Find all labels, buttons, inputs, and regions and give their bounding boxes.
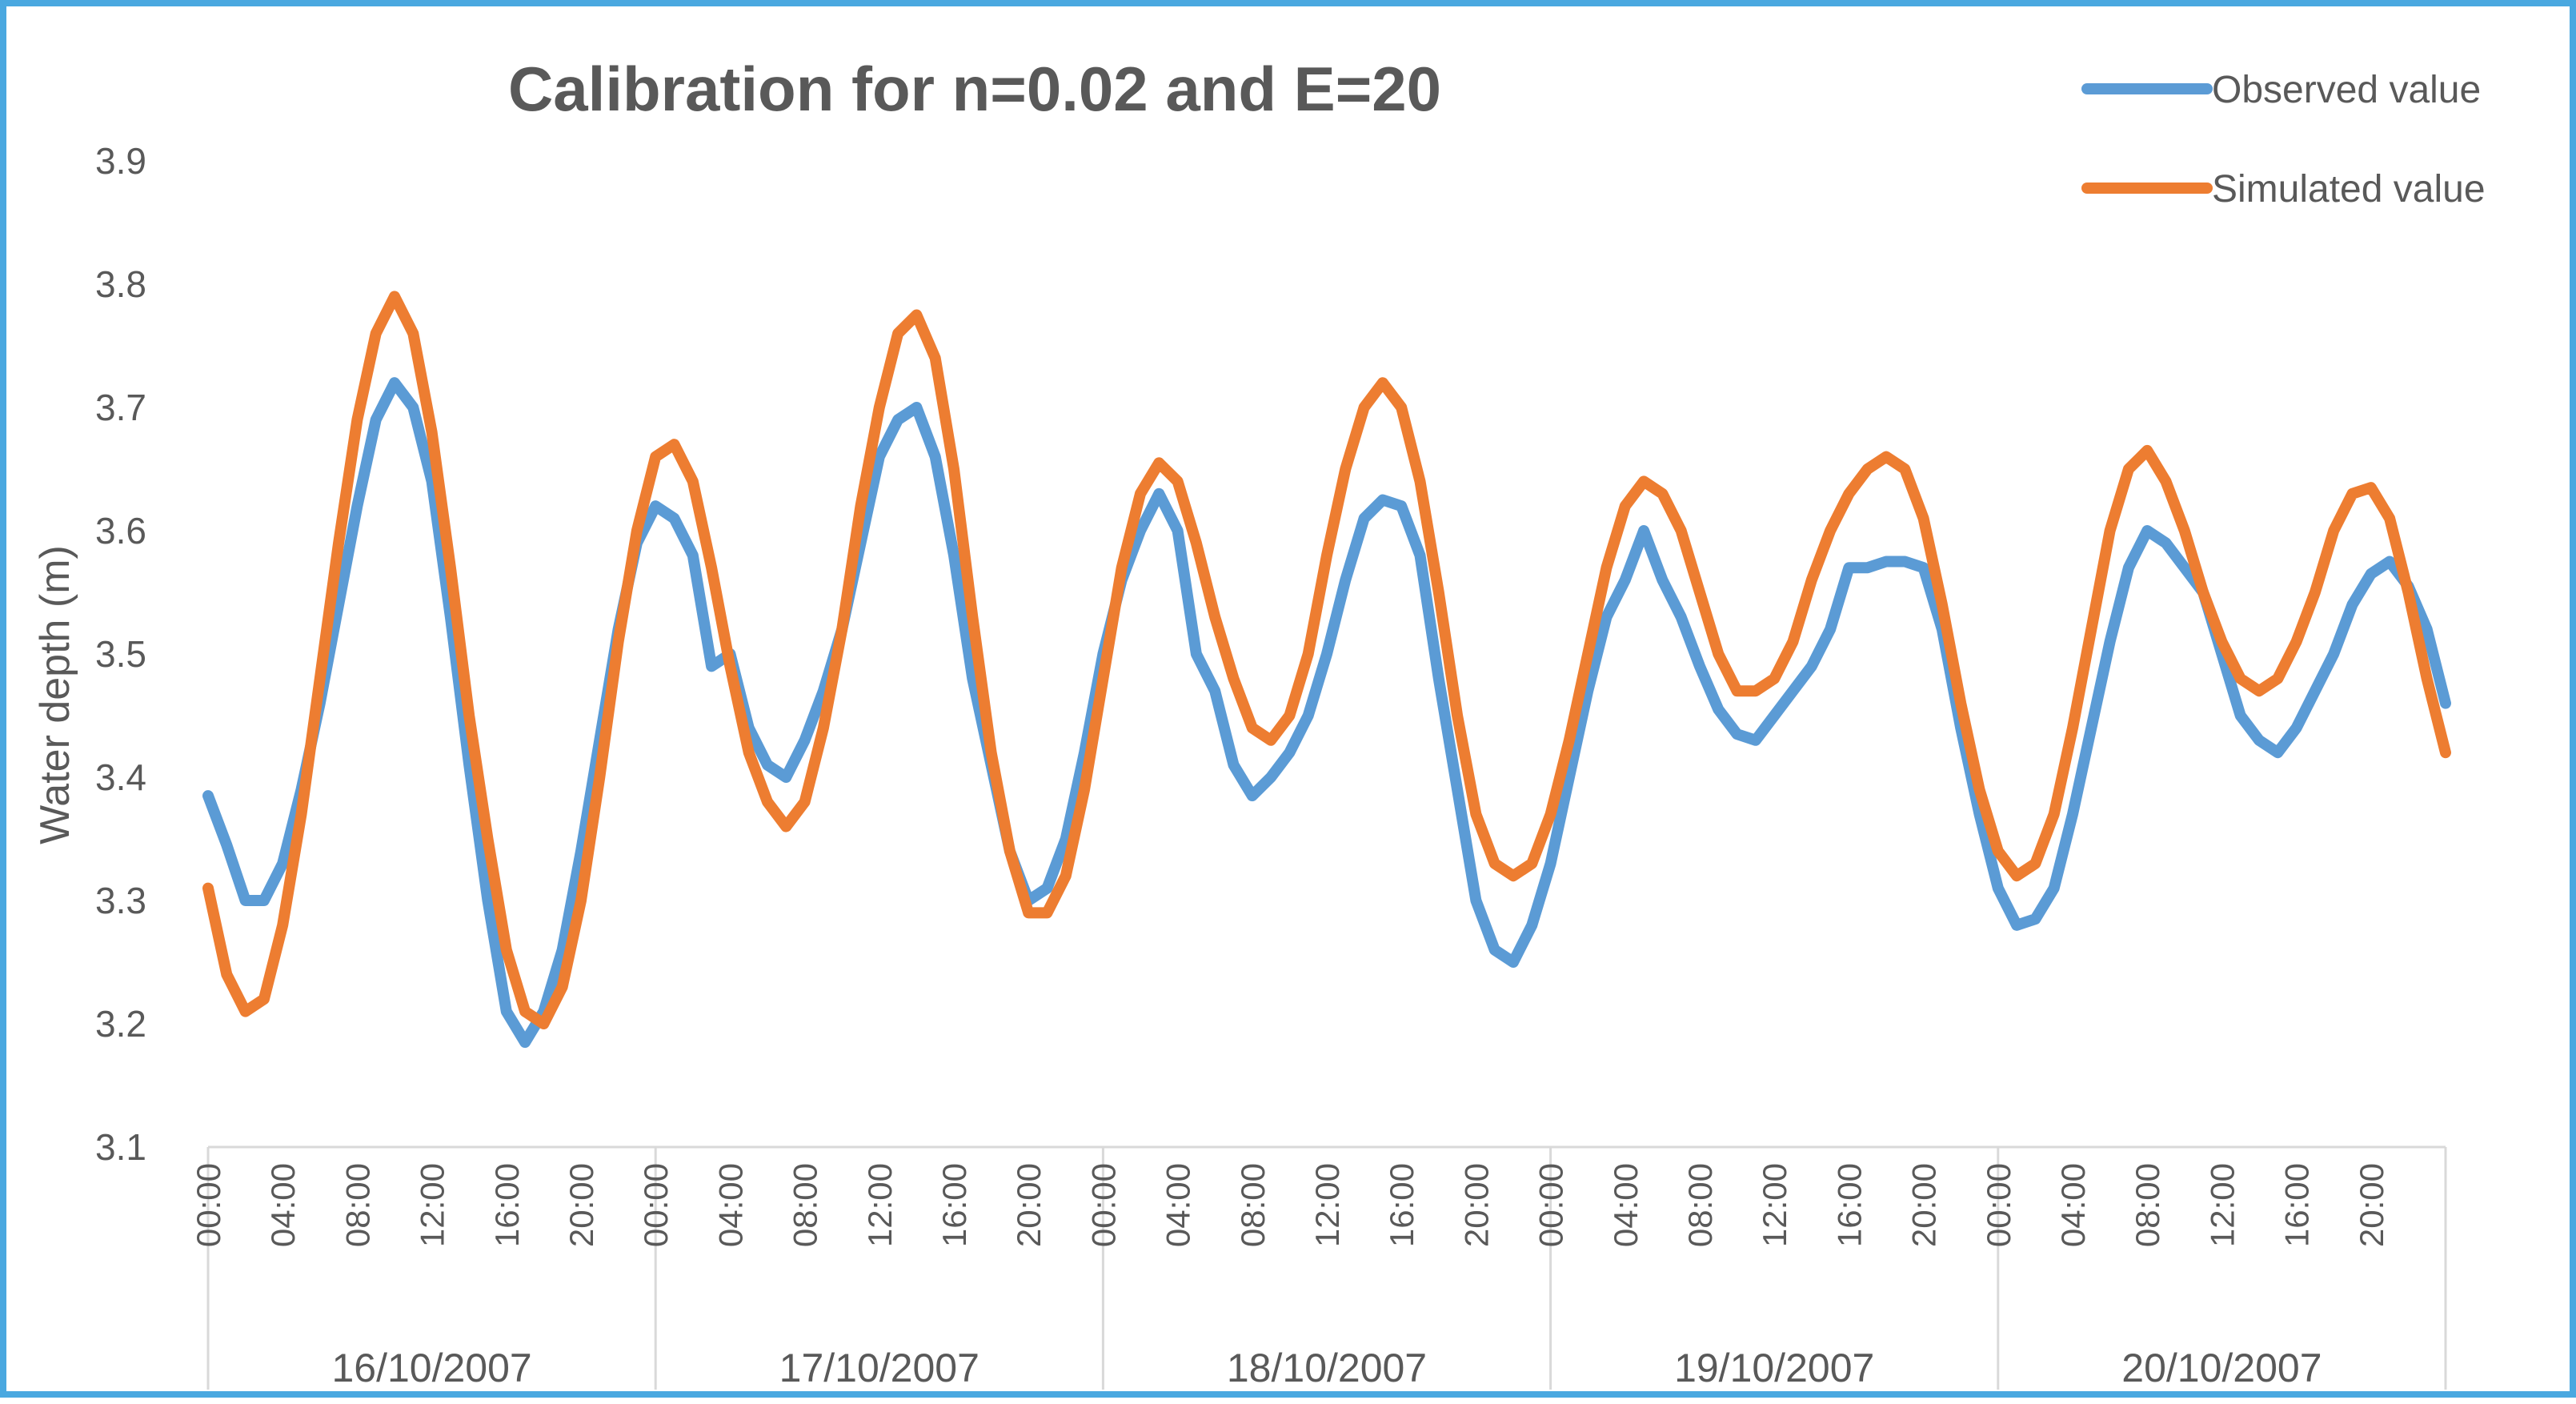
x-tick-label: 20:00 bbox=[563, 1163, 600, 1247]
x-tick-label: 12:00 bbox=[861, 1163, 899, 1247]
legend: Observed value Simulated value bbox=[2081, 69, 2486, 211]
x-tick-label: 08:00 bbox=[2129, 1163, 2166, 1247]
x-tick-label: 04:00 bbox=[1607, 1163, 1645, 1247]
x-tick-label: 16:00 bbox=[1830, 1163, 1868, 1247]
x-tick-label: 12:00 bbox=[1756, 1163, 1793, 1247]
date-label: 17/10/2007 bbox=[779, 1346, 980, 1390]
y-tick-label: 3.4 bbox=[95, 756, 146, 798]
x-tick-label: 08:00 bbox=[787, 1163, 824, 1247]
x-tick-label: 16:00 bbox=[488, 1163, 526, 1247]
series-line-observed bbox=[202, 377, 2451, 1049]
x-tick-label: 16:00 bbox=[1383, 1163, 1420, 1247]
date-label: 19/10/2007 bbox=[1674, 1346, 1874, 1390]
x-tick-label: 04:00 bbox=[264, 1163, 302, 1247]
x-tick-label: 08:00 bbox=[1234, 1163, 1272, 1247]
chart-canvas: Calibration for n=0.02 and E=20 Water de… bbox=[32, 54, 2486, 1390]
x-tick-label: 20:00 bbox=[2353, 1163, 2390, 1247]
x-tick-label: 20:00 bbox=[1905, 1163, 1943, 1247]
x-tick-label: 04:00 bbox=[2054, 1163, 2092, 1247]
x-tick-label: 00:00 bbox=[1532, 1163, 1570, 1247]
x-tick-label: 12:00 bbox=[2203, 1163, 2241, 1247]
x-axis: 00:00 04:00 08:00 12:00 16:00 20:00 16/10/2007… bbox=[190, 1145, 2447, 1390]
x-tick-label: 04:00 bbox=[1160, 1163, 1197, 1247]
x-tick-label: 12:00 bbox=[414, 1163, 451, 1247]
date-label: 20/10/2007 bbox=[2121, 1346, 2322, 1390]
y-tick-label: 3.5 bbox=[95, 633, 146, 675]
x-tick-label: 08:00 bbox=[1681, 1163, 1719, 1247]
series-line-simulated bbox=[202, 291, 2451, 1029]
legend-label-observed: Observed value bbox=[2212, 69, 2481, 111]
legend-label-simulated: Simulated value bbox=[2212, 168, 2486, 211]
x-tick-label: 00:00 bbox=[190, 1163, 227, 1247]
x-tick-label: 04:00 bbox=[711, 1163, 749, 1247]
y-axis-label: Water depth (m) bbox=[32, 545, 78, 844]
x-tick-label: 20:00 bbox=[1457, 1163, 1495, 1247]
x-tick-label: 08:00 bbox=[339, 1163, 376, 1247]
x-tick-label: 12:00 bbox=[1308, 1163, 1346, 1247]
date-label: 16/10/2007 bbox=[331, 1346, 531, 1390]
y-tick-label: 3.3 bbox=[95, 880, 146, 921]
y-axis-ticks: 3.1 3.2 3.3 3.4 3.5 3.6 3.7 3.8 3.9 bbox=[95, 140, 146, 1168]
y-tick-label: 3.1 bbox=[95, 1126, 146, 1168]
y-tick-label: 3.9 bbox=[95, 140, 146, 182]
y-tick-label: 3.8 bbox=[95, 263, 146, 305]
x-tick-label: 16:00 bbox=[2278, 1163, 2316, 1247]
x-tick-label: 00:00 bbox=[1980, 1163, 2017, 1247]
x-tick-label: 00:00 bbox=[637, 1163, 675, 1247]
x-tick-label: 16:00 bbox=[935, 1163, 973, 1247]
y-tick-label: 3.6 bbox=[95, 510, 146, 552]
series-layer bbox=[202, 291, 2451, 1049]
y-tick-label: 3.7 bbox=[95, 387, 146, 428]
date-label: 18/10/2007 bbox=[1227, 1346, 1427, 1390]
chart-title: Calibration for n=0.02 and E=20 bbox=[508, 54, 1441, 124]
y-tick-label: 3.2 bbox=[95, 1003, 146, 1045]
x-tick-label: 20:00 bbox=[1010, 1163, 1048, 1247]
x-tick-label: 00:00 bbox=[1084, 1163, 1122, 1247]
